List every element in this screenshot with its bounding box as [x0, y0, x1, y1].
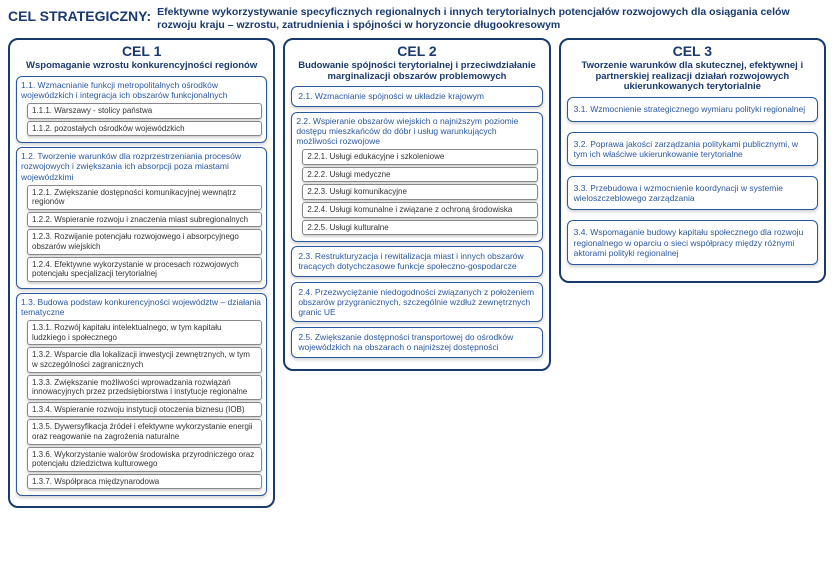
item-3-1: 3.1. Wzmocnienie strategicznego wymiaru …: [567, 97, 818, 121]
item-3-2: 3.2. Poprawa jakości zarządzania polityk…: [567, 132, 818, 166]
col3-title: CEL 3: [567, 44, 818, 59]
group-1-3: 1.3. Budowa podstaw konkurencyjności woj…: [16, 293, 267, 497]
group-label: 1.1. Wzmacnianie funkcji metropolitalnyc…: [21, 80, 262, 100]
sub-item: 1.3.7. Współpraca międzynarodowa: [27, 474, 262, 490]
header-text: Efektywne wykorzystywanie specyficznych …: [157, 6, 826, 32]
sub-item: 1.3.6. Wykorzystanie walorów środowiska …: [27, 447, 262, 472]
col-cel3: CEL 3 Tworzenie warunków dla skutecznej,…: [559, 38, 826, 283]
sub-item: 1.1.2. pozostałych ośrodków wojewódzkich: [27, 121, 262, 137]
strategic-diagram: CEL STRATEGICZNY: Efektywne wykorzystywa…: [0, 0, 834, 514]
sub-item: 1.3.2. Wsparcie dla lokalizacji inwestyc…: [27, 347, 262, 372]
sub-item: 2.2.5. Usługi kulturalne: [302, 220, 537, 236]
sub-item: 1.3.3. Zwiększanie możliwości wprowadzan…: [27, 375, 262, 400]
col3-subtitle: Tworzenie warunków dla skutecznej, efekt…: [567, 61, 818, 94]
group-label: 1.3. Budowa podstaw konkurencyjności woj…: [21, 297, 262, 317]
col1-title: CEL 1: [16, 44, 267, 59]
group-2-5: 2.5. Zwiększanie dostępności transportow…: [291, 327, 542, 357]
sub-item: 1.1.1. Warszawy - stolicy państwa: [27, 103, 262, 119]
sub-item: 1.2.4. Efektywne wykorzystanie w procesa…: [27, 257, 262, 282]
col2-subtitle: Budowanie spójności terytorialnej i prze…: [291, 61, 542, 83]
sub-item: 2.2.1. Usługi edukacyjne i szkoleniowe: [302, 149, 537, 165]
sub-item: 2.2.4. Usługi komunalne i związane z och…: [302, 202, 537, 218]
item-3-4: 3.4. Wspomaganie budowy kapitału społecz…: [567, 220, 818, 265]
header: CEL STRATEGICZNY: Efektywne wykorzystywa…: [8, 6, 826, 32]
sub-item: 1.2.3. Rozwijanie potencjału rozwojowego…: [27, 229, 262, 254]
sub-item: 1.3.5. Dywersyfikacja źródeł i efektywne…: [27, 419, 262, 444]
columns-row: CEL 1 Wspomaganie wzrostu konkurencyjnoś…: [8, 38, 826, 508]
sub-item: 1.3.1. Rozwój kapitału intelektualnego, …: [27, 320, 262, 345]
group-2-1: 2.1. Wzmacnianie spójności w układzie kr…: [291, 86, 542, 106]
col-cel2: CEL 2 Budowanie spójności terytorialnej …: [283, 38, 550, 370]
header-label: CEL STRATEGICZNY:: [8, 6, 151, 24]
col-cel1: CEL 1 Wspomaganie wzrostu konkurencyjnoś…: [8, 38, 275, 508]
sub-item: 2.2.3. Usługi komunikacyjne: [302, 184, 537, 200]
group-2-3: 2.3. Restrukturyzacja i rewitalizacja mi…: [291, 246, 542, 276]
sub-item: 2.2.2. Usługi medyczne: [302, 167, 537, 183]
col1-subtitle: Wspomaganie wzrostu konkurencyjności reg…: [16, 61, 267, 72]
sub-item: 1.3.4. Wspieranie rozwoju instytucji oto…: [27, 402, 262, 418]
group-2-2: 2.2. Wspieranie obszarów wiejskich o naj…: [291, 112, 542, 243]
col2-title: CEL 2: [291, 44, 542, 59]
group-1-1: 1.1. Wzmacnianie funkcji metropolitalnyc…: [16, 76, 267, 144]
sub-item: 1.2.2. Wspieranie rozwoju i znaczenia mi…: [27, 212, 262, 228]
sub-item: 1.2.1. Zwiększanie dostępności komunikac…: [27, 185, 262, 210]
item-3-3: 3.3. Przebudowa i wzmocnienie koordynacj…: [567, 176, 818, 210]
group-2-4: 2.4. Przezwyciężanie niedogodności związ…: [291, 282, 542, 323]
group-1-2: 1.2. Tworzenie warunków dla rozprzestrze…: [16, 147, 267, 289]
group-label: 1.2. Tworzenie warunków dla rozprzestrze…: [21, 151, 262, 182]
group-label: 2.2. Wspieranie obszarów wiejskich o naj…: [296, 116, 537, 147]
